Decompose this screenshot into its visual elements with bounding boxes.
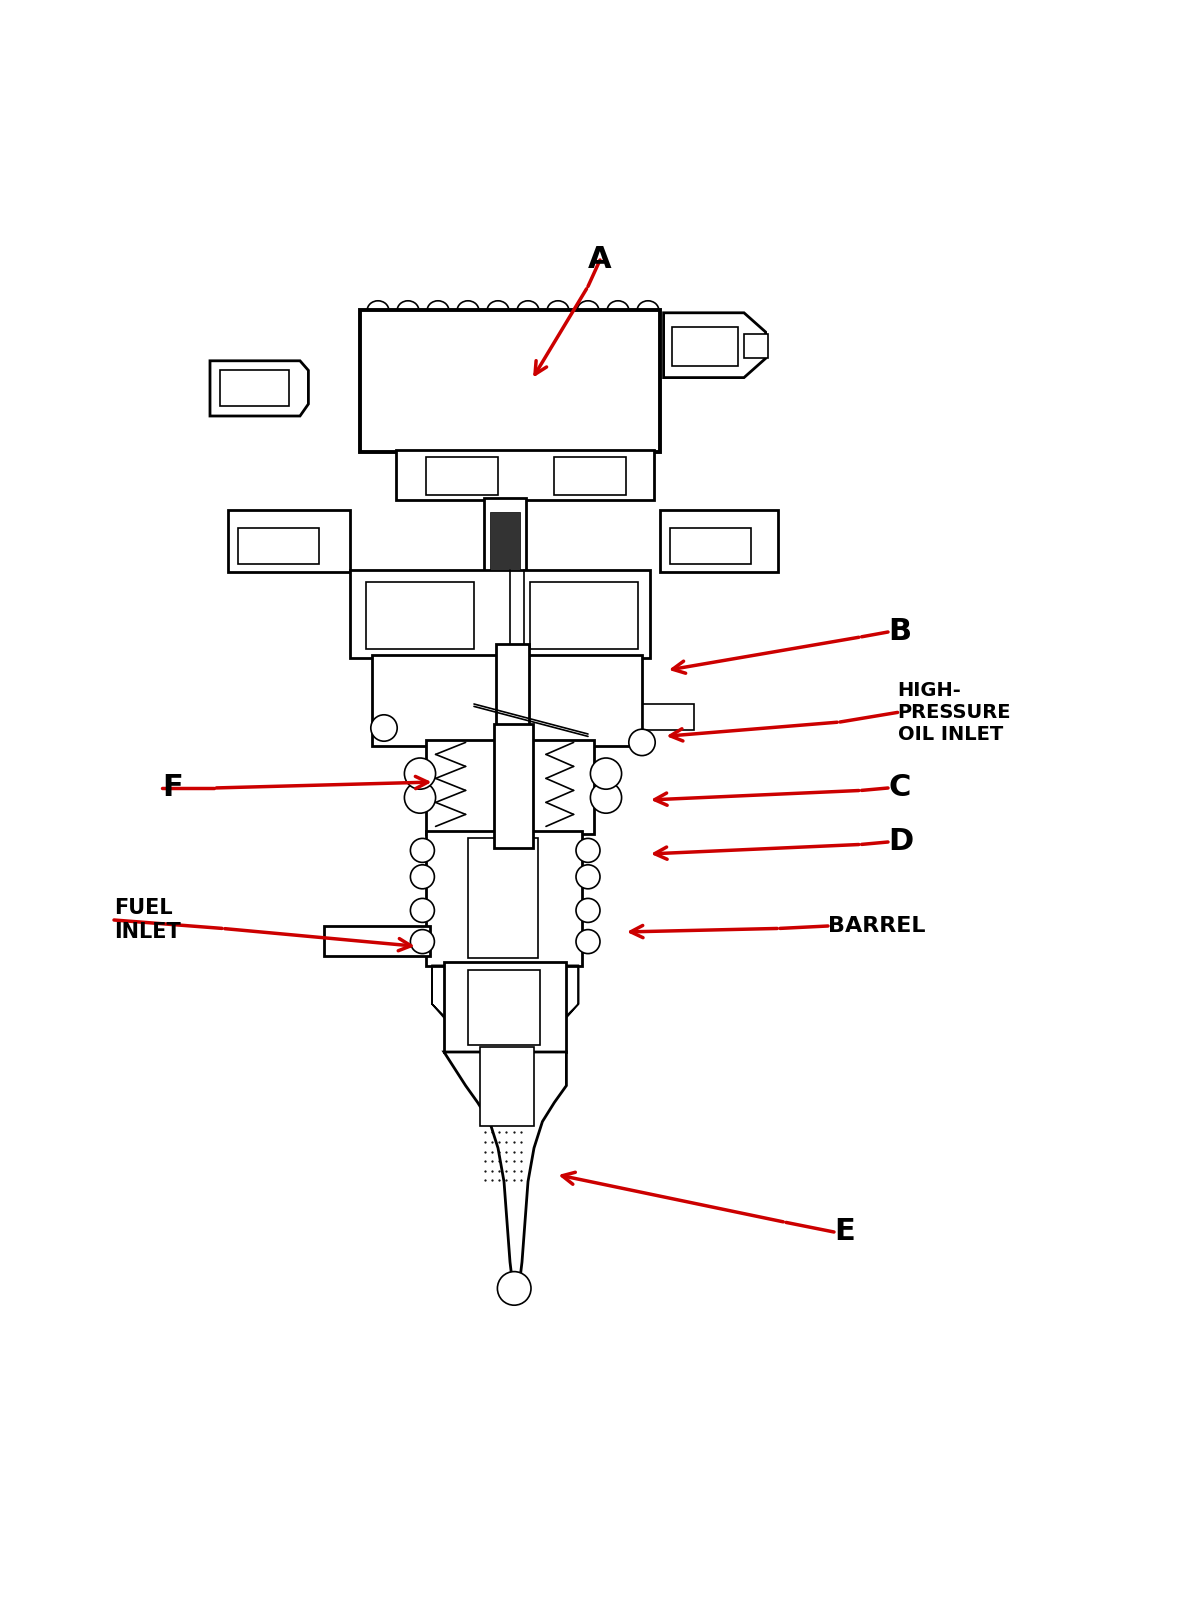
Text: C: C bbox=[888, 773, 911, 803]
Bar bbox=[426, 832, 582, 965]
Bar bbox=[643, 704, 694, 730]
Circle shape bbox=[576, 899, 600, 922]
Bar bbox=[372, 654, 642, 746]
Bar bbox=[670, 528, 751, 563]
Circle shape bbox=[590, 758, 622, 789]
Bar bbox=[484, 498, 526, 574]
Polygon shape bbox=[744, 334, 768, 358]
Bar bbox=[396, 450, 654, 499]
Circle shape bbox=[410, 899, 434, 922]
Bar bbox=[530, 581, 638, 650]
Text: HIGH-
PRESSURE
OIL INLET: HIGH- PRESSURE OIL INLET bbox=[898, 682, 1012, 744]
Polygon shape bbox=[210, 360, 308, 416]
Bar bbox=[494, 725, 533, 848]
Bar bbox=[220, 371, 289, 406]
Circle shape bbox=[576, 838, 600, 862]
Polygon shape bbox=[432, 965, 578, 1034]
Text: E: E bbox=[834, 1218, 854, 1246]
Circle shape bbox=[410, 864, 434, 890]
Bar bbox=[350, 570, 650, 659]
Bar bbox=[554, 458, 626, 496]
Circle shape bbox=[576, 864, 600, 890]
Text: B: B bbox=[888, 618, 911, 646]
Circle shape bbox=[404, 782, 436, 813]
Bar bbox=[366, 581, 474, 650]
Circle shape bbox=[371, 715, 397, 741]
Text: D: D bbox=[888, 827, 913, 856]
Polygon shape bbox=[228, 509, 350, 573]
Bar bbox=[480, 1046, 534, 1126]
Text: A: A bbox=[588, 245, 612, 275]
Circle shape bbox=[410, 930, 434, 954]
Bar bbox=[238, 528, 319, 563]
Polygon shape bbox=[444, 1053, 566, 1293]
Circle shape bbox=[629, 730, 655, 755]
Circle shape bbox=[576, 930, 600, 954]
Bar bbox=[468, 838, 538, 958]
Circle shape bbox=[410, 838, 434, 862]
Bar bbox=[426, 458, 498, 496]
Bar bbox=[672, 326, 738, 365]
Bar bbox=[360, 310, 660, 451]
Bar bbox=[490, 512, 520, 570]
Bar bbox=[468, 970, 540, 1045]
Bar bbox=[324, 926, 430, 955]
Circle shape bbox=[498, 1272, 530, 1306]
Circle shape bbox=[404, 758, 436, 789]
Text: F: F bbox=[162, 773, 182, 803]
Bar bbox=[426, 739, 594, 834]
Polygon shape bbox=[664, 314, 766, 378]
Text: BARREL: BARREL bbox=[828, 915, 925, 936]
Circle shape bbox=[590, 782, 622, 813]
Bar bbox=[444, 962, 566, 1053]
Bar bbox=[496, 643, 529, 758]
Polygon shape bbox=[660, 509, 778, 573]
Text: FUEL
INLET: FUEL INLET bbox=[114, 899, 181, 941]
